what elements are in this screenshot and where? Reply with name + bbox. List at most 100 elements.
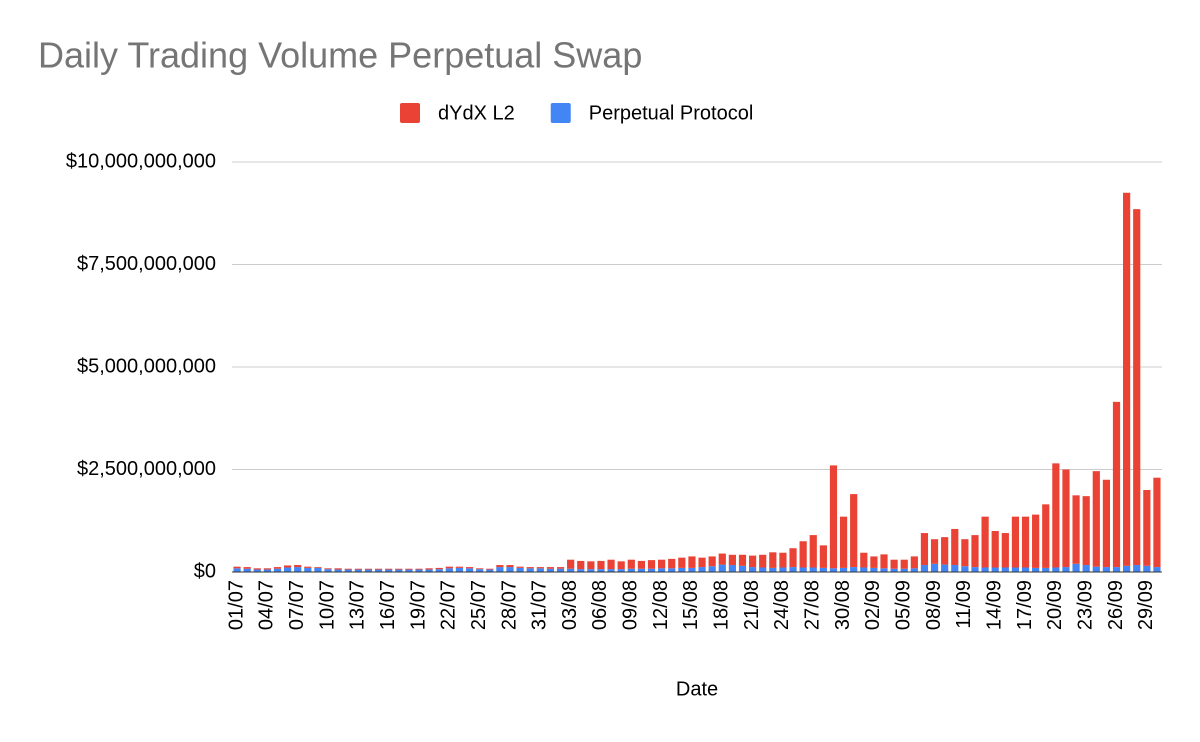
bar: [334, 569, 342, 572]
x-tick-label: 28/07: [498, 580, 520, 630]
bar: [425, 569, 433, 572]
bar: [829, 568, 838, 572]
bar: [971, 567, 979, 572]
bar: [577, 569, 585, 572]
chart-title: Daily Trading Volume Perpetual Swap: [38, 35, 642, 76]
bar: [1011, 516, 1020, 568]
bar: [860, 552, 868, 568]
bar: [617, 569, 625, 572]
bar: [1011, 567, 1020, 572]
bar: [516, 566, 524, 568]
bar: [839, 516, 848, 568]
bar: [607, 569, 615, 572]
bar: [647, 568, 656, 572]
legend-swatch: [550, 103, 571, 123]
bar: [718, 553, 726, 565]
bar: [688, 556, 696, 568]
bar: [658, 559, 666, 569]
bar: [233, 566, 241, 569]
bar: [769, 552, 777, 568]
bar: [809, 567, 817, 572]
bar: [900, 568, 908, 572]
x-tick-label: 20/09: [1044, 580, 1066, 630]
bar: [577, 560, 585, 570]
y-tick-label: $5,000,000,000: [77, 355, 216, 377]
bar: [860, 567, 868, 572]
bar: [567, 568, 575, 572]
bar: [506, 565, 514, 568]
bar: [839, 567, 848, 572]
bar: [405, 568, 413, 570]
bar: [961, 539, 969, 567]
bar: [1072, 563, 1080, 572]
bar: [243, 567, 251, 569]
x-tick-label: 01/07: [225, 580, 247, 630]
bar: [850, 567, 858, 572]
bar: [748, 567, 757, 572]
bar: [759, 554, 767, 568]
x-tick-label: 09/08: [620, 580, 642, 630]
bar: [819, 567, 827, 572]
x-tick-label: 24/08: [771, 580, 793, 630]
bar: [253, 568, 261, 570]
bar: [516, 567, 524, 572]
bar: [688, 567, 696, 572]
bar: [1153, 567, 1161, 572]
bar: [880, 554, 888, 569]
bar: [880, 568, 888, 572]
bar: [304, 567, 312, 572]
bar: [364, 568, 373, 570]
bar: [779, 552, 787, 568]
bar: [1102, 567, 1111, 572]
bar: [496, 567, 504, 572]
x-tick-label: 12/08: [650, 580, 672, 630]
bar: [1082, 496, 1090, 566]
bar: [607, 559, 615, 570]
bar: [465, 567, 474, 569]
y-tick-label: $10,000,000,000: [66, 150, 216, 172]
y-tick-label: $7,500,000,000: [77, 253, 216, 275]
bar: [930, 539, 939, 564]
bar: [900, 559, 908, 569]
bar: [395, 569, 403, 572]
bar: [385, 568, 393, 570]
bar: [799, 567, 807, 572]
bar: [890, 568, 898, 572]
bar: [678, 557, 686, 568]
y-tick-label: $0: [194, 560, 216, 582]
bar: [597, 560, 605, 570]
bar: [789, 548, 797, 568]
bar: [870, 556, 878, 568]
bar: [1092, 471, 1100, 567]
bar: [769, 567, 777, 572]
bar: [1021, 516, 1030, 568]
bar: [1082, 565, 1090, 572]
bar: [941, 564, 949, 572]
bar: [425, 568, 433, 570]
bar: [263, 568, 271, 570]
bar: [738, 554, 747, 566]
x-tick-label: 02/09: [862, 580, 884, 630]
bar: [476, 569, 484, 572]
bar: [1062, 567, 1070, 572]
bar: [981, 567, 989, 572]
bar: [658, 568, 666, 572]
x-tick-label: 03/08: [559, 580, 581, 630]
bar: [587, 569, 595, 572]
bar: [627, 568, 635, 572]
bar: [789, 567, 797, 572]
bar: [850, 494, 858, 568]
bar: [445, 568, 453, 572]
bar: [344, 568, 352, 570]
bar: [728, 554, 736, 566]
bar: [374, 568, 383, 570]
y-tick-label: $2,500,000,000: [77, 458, 216, 480]
bar: [1042, 504, 1050, 568]
x-tick-label: 15/08: [680, 580, 702, 630]
bar: [385, 569, 393, 572]
bar: [354, 568, 362, 570]
bar: [506, 567, 514, 572]
bar: [476, 568, 484, 570]
x-tick-label: 19/07: [407, 580, 429, 630]
